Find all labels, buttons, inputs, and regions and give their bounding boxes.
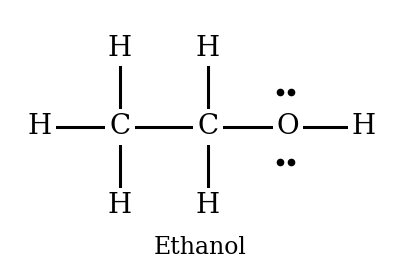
Text: C: C (198, 113, 218, 140)
Text: H: H (28, 113, 52, 140)
Text: H: H (108, 35, 132, 62)
Text: H: H (196, 35, 220, 62)
Text: H: H (196, 192, 220, 219)
Text: C: C (110, 113, 130, 140)
Text: O: O (277, 113, 299, 140)
Text: Ethanol: Ethanol (154, 236, 246, 259)
Text: H: H (108, 192, 132, 219)
Text: H: H (352, 113, 376, 140)
